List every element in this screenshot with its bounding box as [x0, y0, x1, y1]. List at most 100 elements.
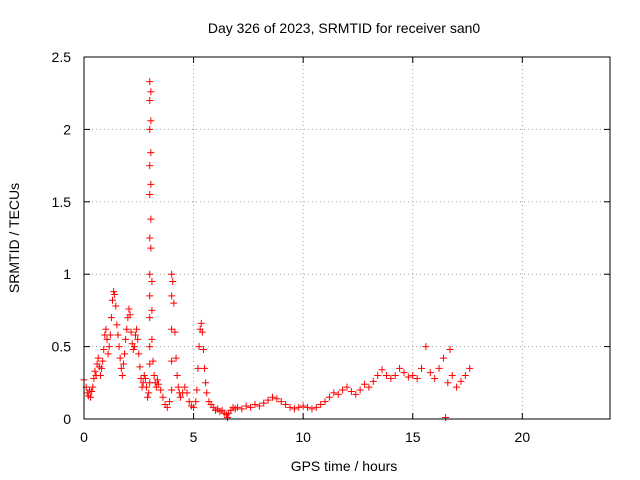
data-point-marker: [146, 234, 154, 242]
data-point-marker: [435, 364, 443, 372]
data-point-marker: [127, 328, 135, 336]
data-point-marker: [149, 357, 157, 365]
data-point-marker: [126, 311, 134, 319]
data-point-marker: [260, 399, 268, 407]
data-point-marker: [413, 374, 421, 382]
plot-frame: [83, 56, 611, 420]
data-point-marker: [282, 401, 290, 409]
data-point-marker: [96, 372, 104, 380]
data-point-marker: [99, 357, 107, 365]
data-point-marker: [444, 379, 452, 387]
data-point-marker: [391, 372, 399, 380]
data-point-marker: [111, 290, 119, 298]
data-point-marker: [325, 393, 333, 401]
grid: [84, 57, 610, 419]
data-point-marker: [94, 354, 102, 362]
data-point-marker: [144, 393, 152, 401]
data-point-marker: [146, 125, 154, 133]
data-point-marker: [304, 403, 312, 411]
data-point-marker: [198, 328, 206, 336]
data-point-marker: [150, 372, 158, 380]
data-point-marker: [330, 389, 338, 397]
data-point-marker: [453, 383, 461, 391]
data-point-marker: [98, 364, 106, 372]
y-tick-label: 1.5: [52, 194, 72, 210]
data-point-marker: [146, 292, 154, 300]
data-point-marker: [176, 393, 184, 401]
data-point-marker: [290, 405, 298, 413]
data-point-marker: [106, 331, 114, 339]
data-point-marker: [255, 402, 263, 410]
data-point-marker: [159, 393, 167, 401]
data-point-marker: [299, 402, 307, 410]
data-point-marker: [105, 343, 113, 351]
data-series: [80, 78, 474, 422]
data-point-marker: [466, 364, 474, 372]
data-point-marker: [134, 335, 142, 343]
x-axis-label: GPS time / hours: [291, 458, 398, 474]
data-point-marker: [194, 364, 202, 372]
data-point-marker: [155, 380, 163, 388]
data-point-marker: [170, 299, 178, 307]
x-tick-label: 10: [295, 429, 311, 445]
data-point-marker: [317, 401, 325, 409]
data-point-marker: [251, 401, 259, 409]
data-point-marker: [146, 162, 154, 170]
data-point-marker: [168, 325, 176, 333]
data-point-marker: [113, 321, 121, 329]
data-point-marker: [409, 372, 417, 380]
data-point-marker: [173, 372, 181, 380]
data-point-marker: [135, 350, 143, 358]
data-point-marker: [286, 403, 294, 411]
data-point-marker: [461, 372, 469, 380]
data-point-marker: [125, 305, 133, 313]
data-point-marker: [295, 403, 303, 411]
data-point-marker: [356, 386, 364, 394]
data-point-marker: [117, 364, 125, 372]
data-point-marker: [118, 372, 126, 380]
data-point-marker: [147, 180, 155, 188]
y-tick-label: 2: [63, 121, 71, 137]
data-point-marker: [457, 377, 465, 385]
data-point-marker: [378, 366, 386, 374]
y-tick-label: 1: [63, 266, 71, 282]
data-point-marker: [122, 335, 130, 343]
data-point-marker: [185, 398, 193, 406]
x-tick-label: 20: [515, 429, 531, 445]
data-point-marker: [190, 403, 198, 411]
data-point-marker: [264, 396, 272, 404]
chart-title: Day 326 of 2023, SRMTID for receiver san…: [208, 20, 481, 36]
data-point-marker: [91, 367, 99, 375]
data-point-marker: [365, 383, 373, 391]
y-tick-label: 0.5: [52, 339, 72, 355]
x-tick-label: 5: [190, 429, 198, 445]
data-point-marker: [147, 88, 155, 96]
data-point-marker: [242, 402, 250, 410]
data-point-marker: [277, 398, 285, 406]
data-point-marker: [169, 277, 177, 285]
data-point-marker: [146, 78, 154, 86]
data-point-marker: [153, 376, 161, 384]
data-point-marker: [312, 403, 320, 411]
data-point-marker: [400, 369, 408, 377]
data-point-marker: [203, 389, 211, 397]
data-point-marker: [87, 393, 95, 401]
y-tick-label: 0: [63, 411, 71, 427]
data-point-marker: [140, 372, 148, 380]
data-point-marker: [168, 357, 176, 365]
data-point-marker: [174, 383, 182, 391]
data-point-marker: [193, 386, 201, 394]
data-point-marker: [192, 398, 200, 406]
data-point-marker: [426, 369, 434, 377]
data-point-marker: [139, 379, 147, 387]
data-point-marker: [171, 328, 179, 336]
x-tick-label: 15: [405, 429, 421, 445]
data-point-marker: [107, 314, 115, 322]
data-point-marker: [147, 117, 155, 125]
data-point-marker: [142, 383, 150, 391]
data-point-marker: [195, 343, 203, 351]
data-point-marker: [374, 372, 382, 380]
data-point-marker: [136, 363, 144, 371]
data-point-marker: [361, 380, 369, 388]
data-point-marker: [146, 360, 154, 368]
